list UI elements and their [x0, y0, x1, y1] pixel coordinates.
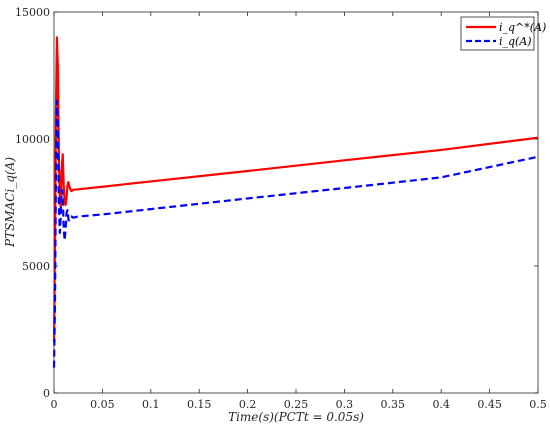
legend-label-1: i_q^*(A) — [499, 21, 546, 34]
plot-lines — [52, 36, 539, 368]
x-tick-label: 0.15 — [187, 398, 212, 411]
plot-area — [53, 11, 539, 394]
x-tick-label: 0.05 — [90, 398, 115, 411]
x-tick-label: 0.35 — [381, 398, 406, 411]
x-tick-label: 0.1 — [142, 398, 160, 411]
y-axis: 0 5000 10000 15000 — [15, 6, 538, 400]
x-tick-label: 0.45 — [477, 398, 502, 411]
y-tick-label: 5000 — [22, 260, 50, 273]
legend-label-2: i_q(A) — [499, 35, 532, 48]
x-tick-label: 0.25 — [284, 398, 309, 411]
y-tick-label: 15000 — [15, 6, 50, 19]
legend-box — [460, 16, 535, 51]
x-tick-label: 0 — [51, 398, 58, 411]
x-axis: 0 0.05 0.1 0.15 0.2 0.25 0.3 0.35 0.4 0.45 0.5 — [51, 12, 547, 411]
y-tick-label: 10000 — [15, 133, 50, 146]
y-axis-title: PTSMACi_q(A) — [3, 157, 17, 248]
series-line-1 — [52, 36, 539, 343]
x-axis-title: Time(s)(PCTt = 0.05s) — [228, 410, 364, 424]
x-tick-label: 0.4 — [432, 398, 450, 411]
x-tick-label: 0.2 — [239, 398, 257, 411]
series-line-2 — [52, 99, 539, 368]
x-tick-label: 0.3 — [336, 398, 354, 411]
x-tick-label: 0.5 — [529, 398, 547, 411]
legend: i_q^*(A)i_q(A) — [460, 16, 546, 51]
y-tick-label: 0 — [43, 387, 50, 400]
